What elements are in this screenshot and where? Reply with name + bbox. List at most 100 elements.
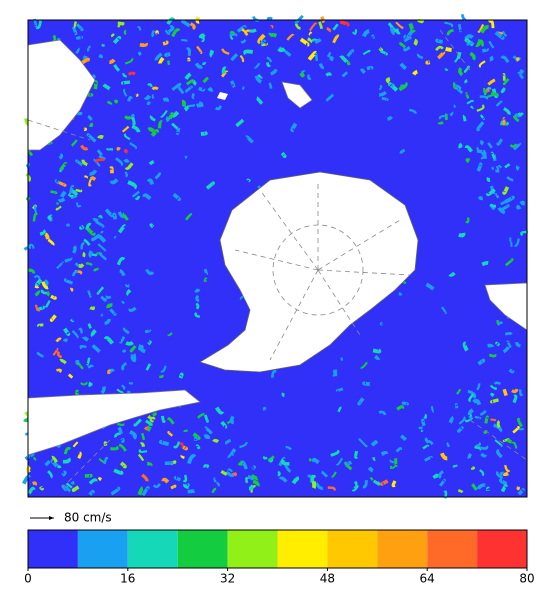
speed-streak [487,78,496,86]
map-frame [27,19,528,498]
speed-streak [437,50,446,60]
speed-streak [172,441,181,449]
land [27,39,96,151]
speed-streak [280,151,287,159]
speed-streak [495,471,504,480]
speed-streak [202,61,206,65]
speed-streak [203,434,211,440]
speed-streak [504,163,511,169]
speed-streak [62,457,71,464]
speed-streak [75,159,84,167]
speed-streak [46,291,51,297]
speed-streak [498,477,508,486]
speed-streak [493,381,502,386]
speed-streak [64,485,72,493]
speed-streak [79,224,85,230]
speed-streak [77,363,84,370]
speed-streak [195,302,200,310]
speed-streak [462,341,469,352]
speed-streak [171,123,179,130]
speed-streak [430,406,435,413]
speed-streak [262,406,267,411]
speed-streak [145,268,155,276]
speed-streak [27,149,34,157]
speed-streak [187,454,197,465]
speed-streak [494,439,503,447]
speed-streak [387,22,397,33]
speed-streak [131,116,136,126]
speed-streak [277,47,286,53]
speed-streak [491,166,495,170]
speed-streak [77,451,82,459]
speed-streak [454,83,462,91]
speed-streak [325,93,335,102]
speed-streak [391,480,397,488]
speed-streak [499,471,505,477]
speed-streak [507,438,513,444]
colorbar-segment [77,530,128,568]
speed-streak [103,336,114,345]
speed-streak [262,456,268,460]
speed-streak [143,426,149,431]
speed-streak [472,398,482,406]
speed-streak [504,464,511,473]
speed-streak [85,222,92,230]
speed-streak [496,449,503,459]
speed-streak [182,445,189,451]
speed-streak [445,46,452,52]
speed-streak [254,75,263,84]
speed-streak [149,223,155,229]
speed-streak [75,359,80,364]
speed-streak [399,148,406,154]
speed-streak [372,348,382,354]
speed-streak [306,37,313,44]
speed-streak [109,178,119,185]
speed-streak [29,452,35,458]
speed-streak [113,468,124,475]
speed-streak [189,22,196,31]
speed-streak [187,489,196,494]
land [484,282,528,331]
speed-streak [255,96,264,105]
speed-streak [171,28,181,38]
speed-streak [88,489,95,496]
colorbar-segment [327,530,378,568]
speed-streak [339,20,350,27]
speed-streak [56,465,62,469]
speed-streak [162,97,169,102]
speed-streak [474,445,482,451]
speed-streak [335,457,344,466]
speed-streak [67,192,74,198]
speed-streak [446,28,454,36]
speed-streak [480,452,487,458]
speed-streak [461,13,467,22]
speed-streak [93,267,99,272]
speed-streak [378,84,383,91]
speed-streak [466,99,474,105]
speed-streak [311,457,320,465]
speed-streak [357,397,365,406]
speed-streak [470,105,475,109]
speed-streak [281,392,286,398]
speed-streak [180,454,185,459]
speed-streak [124,171,128,178]
speed-streak [78,327,84,334]
speed-streak [519,200,526,206]
speed-streak [181,99,187,108]
speed-streak [194,311,201,318]
speed-streak [519,389,524,397]
speed-streak [416,53,424,60]
speed-streak [33,275,41,280]
speed-streak [307,74,312,80]
speed-streak [121,125,130,133]
speed-streak [98,53,104,59]
speed-streak [327,486,336,492]
speed-streak [511,441,518,449]
speed-streak [103,456,109,465]
speed-streak [55,337,62,343]
speed-streak [240,38,247,44]
speed-streak [149,115,156,122]
speed-streak [97,134,104,140]
speed-streak [476,121,485,132]
